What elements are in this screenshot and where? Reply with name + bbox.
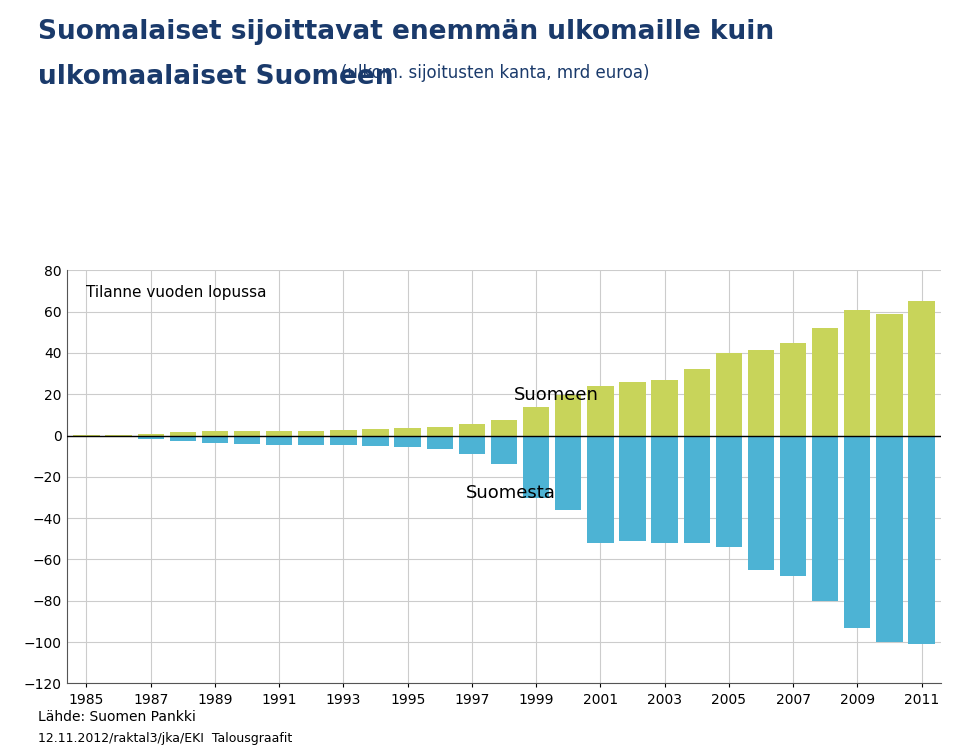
Bar <box>266 431 293 436</box>
Bar <box>362 430 389 436</box>
Bar <box>619 436 646 541</box>
Bar <box>748 350 774 436</box>
Bar <box>684 369 709 436</box>
Bar <box>588 386 613 436</box>
Text: Tilanne vuoden lopussa: Tilanne vuoden lopussa <box>86 285 267 300</box>
Bar <box>459 436 485 454</box>
Bar <box>876 314 902 436</box>
Bar <box>106 435 132 436</box>
Bar <box>748 436 774 570</box>
Bar <box>234 431 260 436</box>
Bar <box>844 309 871 436</box>
Bar <box>588 436 613 543</box>
Bar <box>170 436 196 441</box>
Bar <box>523 407 549 436</box>
Bar <box>426 427 453 436</box>
Bar <box>555 436 582 510</box>
Text: ulkomaalaiset Suomeen: ulkomaalaiset Suomeen <box>38 64 394 90</box>
Bar <box>715 353 742 436</box>
Bar <box>266 436 293 445</box>
Text: (ulkom. sijoitusten kanta, mrd euroa): (ulkom. sijoitusten kanta, mrd euroa) <box>341 64 649 82</box>
Bar <box>812 328 838 436</box>
Bar <box>684 436 709 543</box>
Bar <box>299 431 324 436</box>
Text: Suomeen: Suomeen <box>514 385 598 403</box>
Bar <box>426 436 453 449</box>
Bar <box>234 436 260 444</box>
Text: 12.11.2012/raktal3/jka/EKI  Talousgraafit: 12.11.2012/raktal3/jka/EKI Talousgraafit <box>38 732 293 745</box>
Text: Lähde: Suomen Pankki: Lähde: Suomen Pankki <box>38 710 196 724</box>
Bar <box>908 436 935 644</box>
Bar <box>555 395 582 436</box>
Bar <box>137 433 164 436</box>
Bar <box>715 436 742 547</box>
Bar <box>73 435 100 436</box>
Bar <box>844 436 871 628</box>
Bar <box>395 436 420 447</box>
Bar <box>491 420 517 436</box>
Bar <box>330 436 356 445</box>
Bar <box>876 436 902 642</box>
Bar <box>459 424 485 436</box>
Bar <box>652 380 678 436</box>
Bar <box>780 436 806 576</box>
Bar <box>908 301 935 436</box>
Bar <box>202 431 228 436</box>
Bar <box>652 436 678 543</box>
Bar <box>170 433 196 436</box>
Bar <box>780 342 806 436</box>
Bar <box>299 436 324 445</box>
Bar <box>202 436 228 443</box>
Bar <box>812 436 838 601</box>
Bar <box>137 436 164 439</box>
Bar <box>330 430 356 436</box>
Bar <box>395 428 420 436</box>
Bar <box>619 382 646 436</box>
Text: Suomalaiset sijoittavat enemmän ulkomaille kuin: Suomalaiset sijoittavat enemmän ulkomail… <box>38 19 775 45</box>
Bar <box>523 436 549 498</box>
Text: Suomesta: Suomesta <box>466 484 555 502</box>
Bar <box>362 436 389 446</box>
Bar <box>491 436 517 464</box>
